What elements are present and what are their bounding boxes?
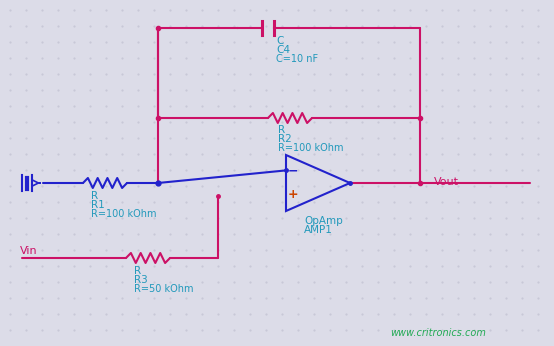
Text: Vout: Vout xyxy=(434,177,459,187)
Text: C4: C4 xyxy=(276,45,290,55)
Text: C=10 nF: C=10 nF xyxy=(276,54,318,64)
Text: R: R xyxy=(91,191,98,201)
Text: AMP1: AMP1 xyxy=(304,225,333,235)
Text: R: R xyxy=(278,125,285,135)
Text: R3: R3 xyxy=(134,275,148,285)
Text: R2: R2 xyxy=(278,134,292,144)
Text: www.critronics.com: www.critronics.com xyxy=(390,328,486,338)
Text: R=50 kOhm: R=50 kOhm xyxy=(134,284,193,294)
Text: OpAmp: OpAmp xyxy=(304,216,343,226)
Text: R=100 kOhm: R=100 kOhm xyxy=(278,143,343,153)
Text: −: − xyxy=(288,165,298,178)
Text: C: C xyxy=(276,36,284,46)
Text: R=100 kOhm: R=100 kOhm xyxy=(91,209,156,219)
Text: R1: R1 xyxy=(91,200,105,210)
Text: +: + xyxy=(288,188,298,201)
Text: R: R xyxy=(134,266,141,276)
Text: Vin: Vin xyxy=(20,246,38,256)
